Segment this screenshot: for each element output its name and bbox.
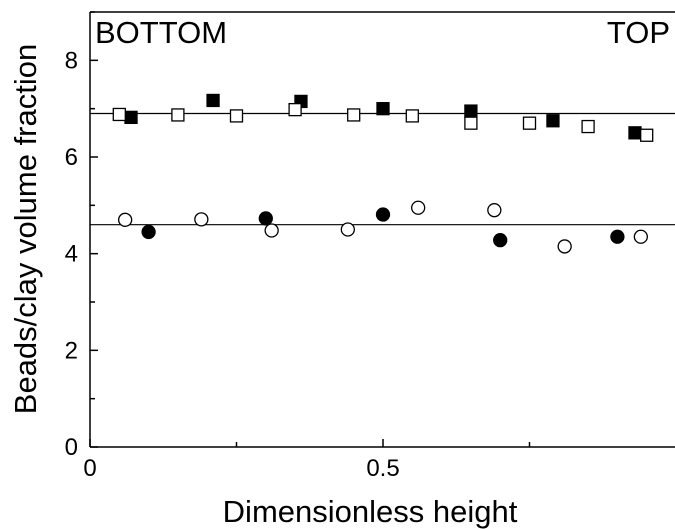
open-square-marker: [464, 116, 478, 130]
open-square-marker: [171, 108, 185, 122]
axis-ticks: 0 2 4 6 8 0 0.5: [65, 11, 531, 482]
filled-circle-marker: [141, 224, 156, 240]
filled-square-marker: [628, 126, 642, 140]
open-square-marker: [581, 119, 595, 134]
open-circle-marker: [264, 223, 279, 238]
filled-circle-marker: [493, 232, 508, 248]
open-square-marker: [640, 128, 654, 142]
y-tick-label: 8: [65, 47, 78, 74]
open-square-marker: [112, 107, 126, 122]
filled-square-marker: [546, 114, 560, 128]
y-axis-title: Beads/clay volume fraction: [8, 44, 43, 414]
annotation-bottom: BOTTOM: [95, 15, 227, 50]
open-square-marker: [288, 102, 302, 117]
open-square-marker: [405, 109, 419, 123]
y-tick-label: 0: [65, 434, 78, 461]
x-tick-label: 0: [83, 455, 96, 482]
open-square-marker: [229, 109, 244, 123]
y-tick-label: 2: [65, 337, 78, 364]
filled-square-marker: [206, 93, 220, 108]
filled-square-marker: [464, 104, 478, 118]
data-points: [112, 93, 654, 254]
open-circle-marker: [633, 229, 648, 244]
open-circle-marker: [487, 203, 502, 218]
open-square-marker: [522, 116, 537, 130]
annotation-top: TOP: [607, 15, 670, 50]
filled-square-marker: [124, 110, 138, 125]
y-tick-label: 4: [65, 241, 78, 268]
open-circle-marker: [194, 212, 209, 227]
y-tick-label: 6: [65, 144, 78, 171]
open-circle-marker: [340, 222, 355, 237]
open-circle-marker: [118, 212, 133, 227]
x-axis-title: Dimensionless height: [223, 494, 518, 529]
filled-circle-marker: [258, 211, 273, 226]
open-circle-marker: [557, 239, 572, 254]
open-square-marker: [347, 108, 361, 122]
filled-circle-marker: [375, 207, 391, 222]
plot-area: [89, 11, 675, 448]
filled-circle-marker: [610, 229, 625, 244]
x-tick-label: 0.5: [366, 455, 399, 482]
open-circle-marker: [411, 200, 426, 215]
filled-square-marker: [376, 102, 390, 116]
